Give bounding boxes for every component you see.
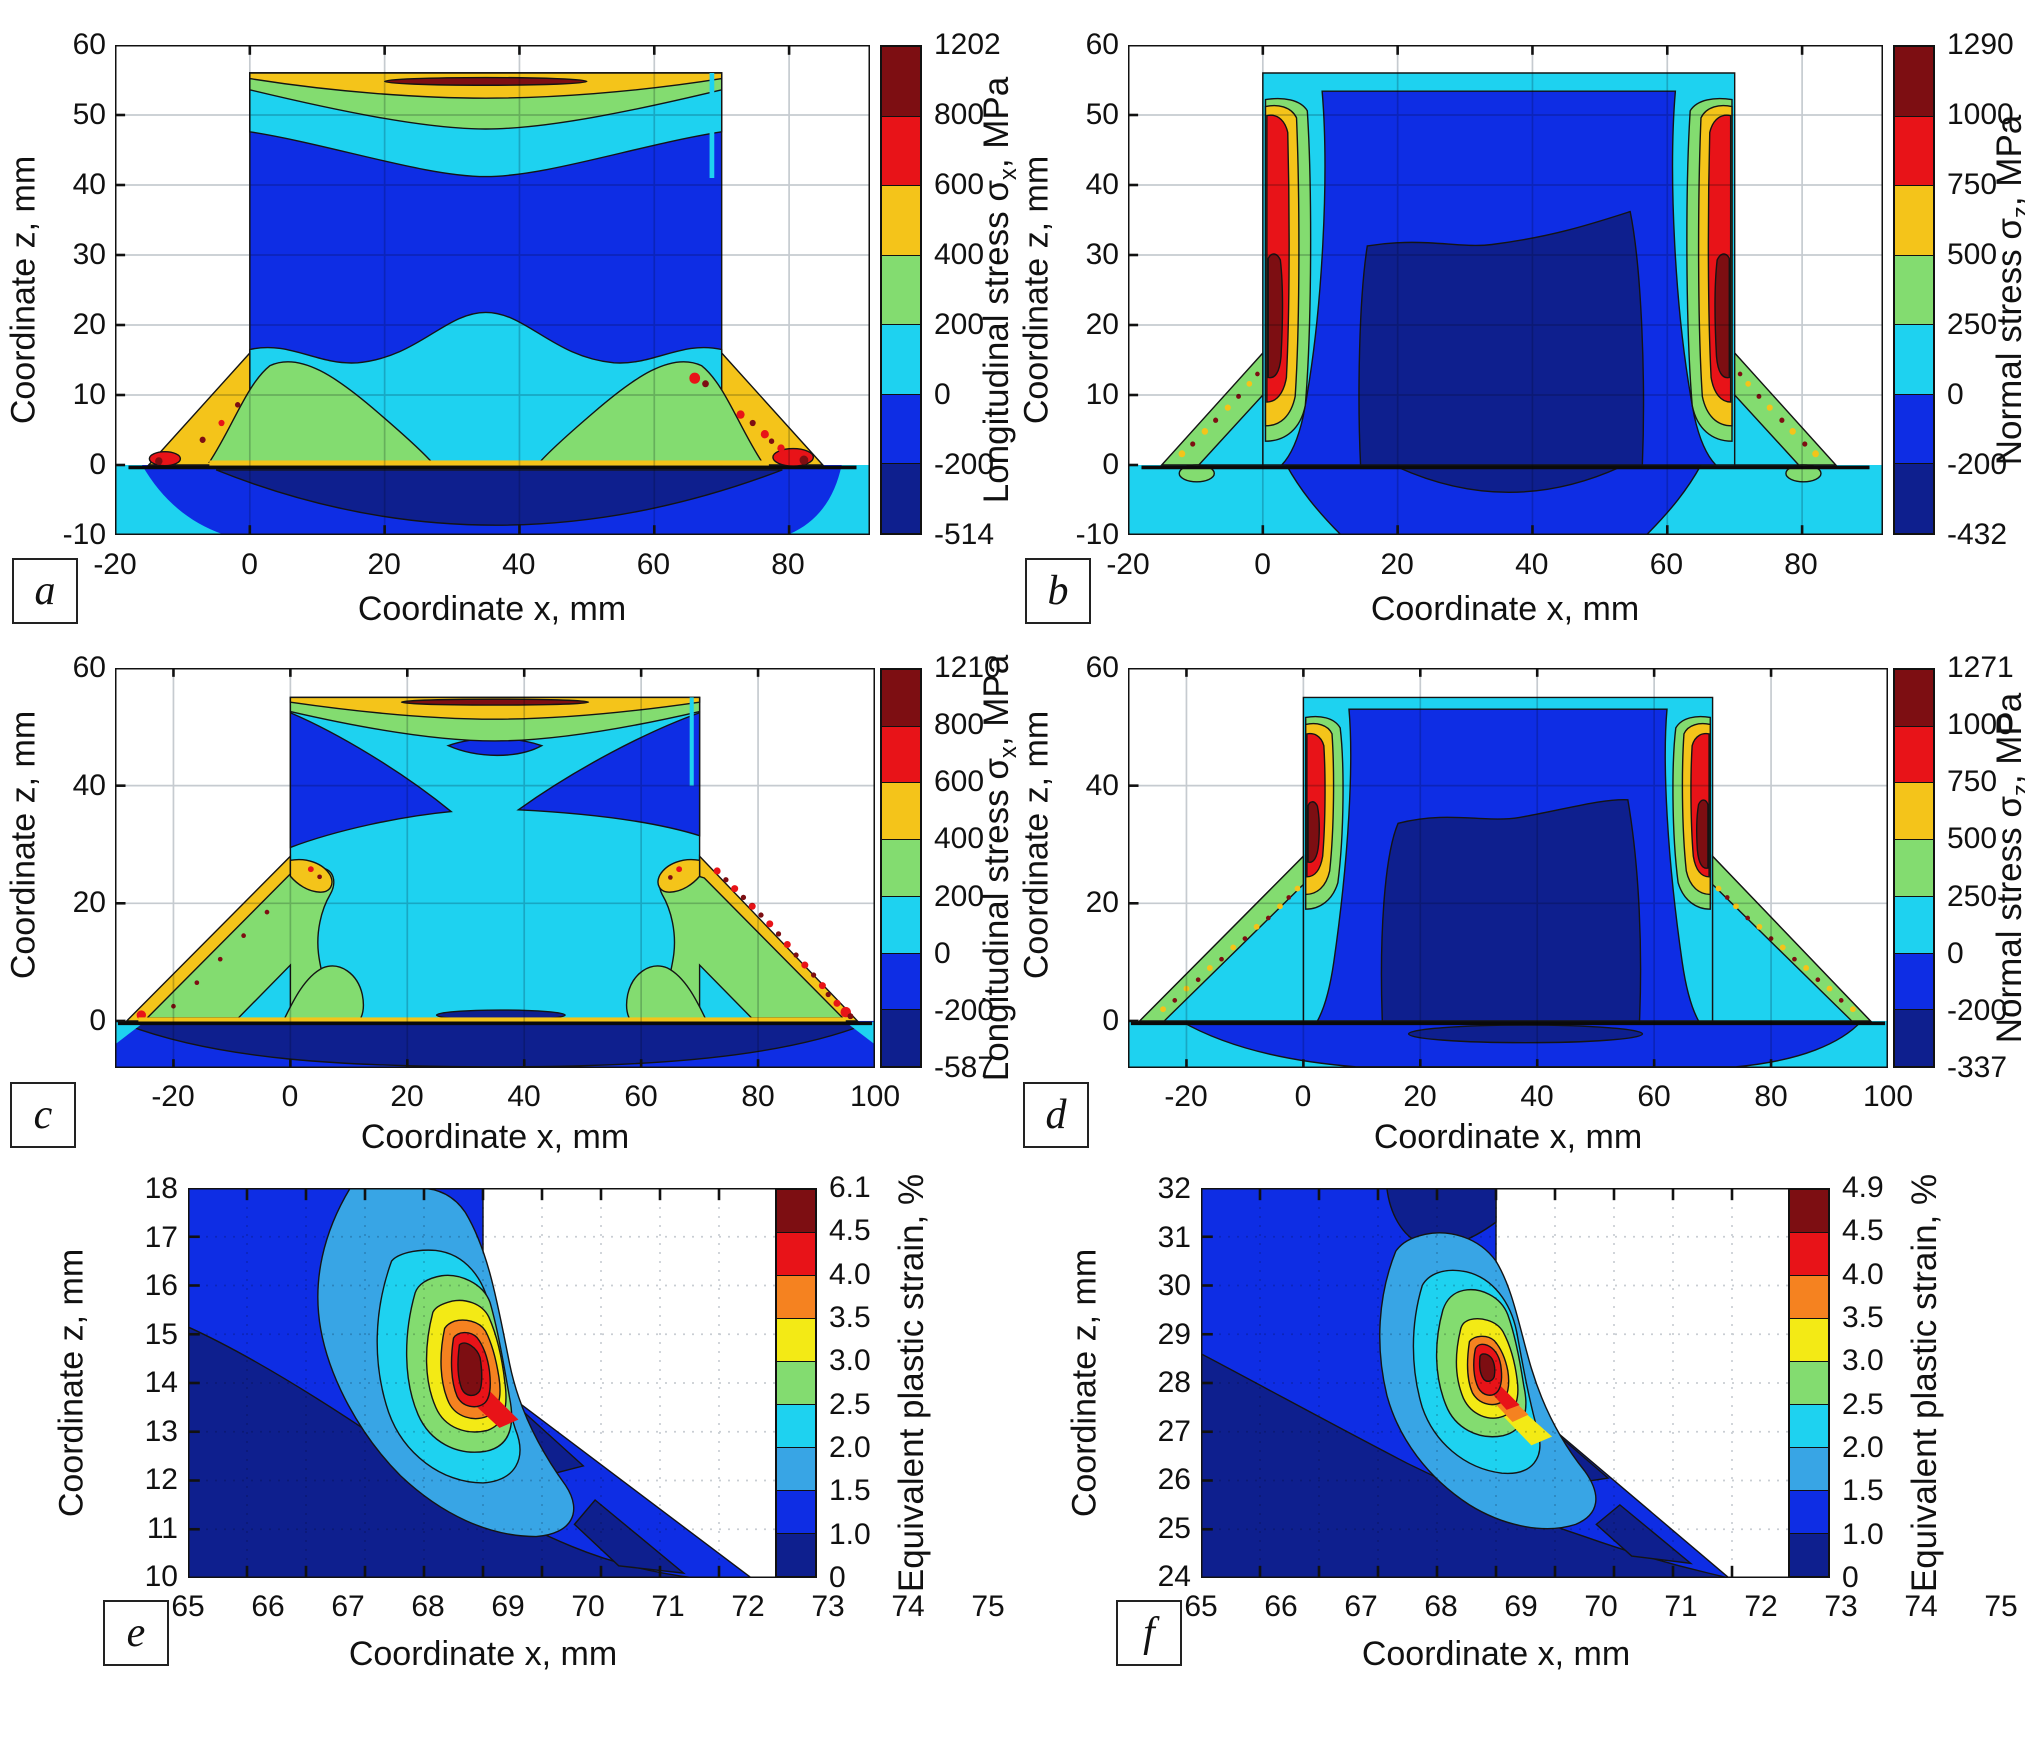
colorbar-c	[880, 668, 922, 1068]
panel-d: Coordinate z, mm 60 40 20 0	[1013, 630, 2025, 1157]
contour-plot-b	[1128, 45, 1883, 535]
x-axis-title: Coordinate x, mm	[1373, 1118, 1643, 1156]
panel-e: Coordinate z, mm 18 17 16 15 14 13 12 11 10	[0, 1150, 1012, 1759]
x-axis-ticks: -20 0 20 40 60 80	[1106, 548, 1818, 581]
axis-ticks	[188, 1188, 719, 1578]
panel-letter-e: e	[103, 1600, 169, 1666]
x-axis-title: Coordinate x, mm	[1361, 1635, 1631, 1673]
x-axis-title: Coordinate x, mm	[348, 1635, 618, 1673]
y-axis-title: Coordinate z, mm	[4, 155, 43, 425]
y-axis-ticks: 60 40 20 0	[72, 651, 106, 1037]
y-axis-ticks: 60 50 40 30 20 10 0 -10	[1075, 28, 1119, 551]
colorbar-labels-c: 1210 800 600 400 200 0 -200 -587	[934, 651, 1001, 1084]
panel-c: Coordinate z, mm 60 40 20 0	[0, 630, 1023, 1157]
y-axis-title: Coordinate z, mm	[52, 1248, 91, 1518]
contour-plot-f	[1201, 1188, 1791, 1578]
y-axis-ticks: 18 17 16 15 14 13 12 11 10	[144, 1172, 178, 1593]
panel-letter-b: b	[1025, 558, 1091, 624]
colorbar-labels-e: 6.1 4.5 4.0 3.5 3.0 2.5 2.0 1.5 1.0 0	[829, 1171, 871, 1594]
y-axis-title: Coordinate z, mm	[1017, 710, 1056, 980]
y-axis-ticks: 60 50 40 30 20 10 0 -10	[62, 28, 106, 551]
colorbar-labels-b: 1290 1000 750 500 250 0 -200 -432	[1947, 28, 2014, 551]
x-axis-ticks: -20 0 20 40 60 80	[93, 548, 805, 581]
panel-b: Coordinate z, mm 60 50 40 30 20 10 0 -10	[1013, 0, 2025, 630]
colorbar-labels-a: 1202 800 600 400 200 0 -200 -514	[934, 28, 1001, 551]
panel-f: Coordinate z, mm 32 31 30 29 28 27 26 25 24	[1013, 1150, 2025, 1759]
panel-letter-c: c	[10, 1082, 76, 1148]
x-axis-ticks: 65 66 67 68 69 70 71 72 73 74 75	[171, 1590, 1005, 1623]
y-axis-title: Coordinate z, mm	[1065, 1248, 1104, 1518]
colorbar-labels-f: 4.9 4.5 4.0 3.5 3.0 2.5 2.0 1.5 1.0 0	[1842, 1171, 1884, 1594]
panel-letter-a: a	[12, 558, 78, 624]
contour-plot-e	[188, 1188, 778, 1578]
x-axis-ticks: -20 0 20 40 60 80 100	[1164, 1080, 1914, 1113]
x-axis-ticks: -20 0 20 40 60 80 100	[151, 1080, 901, 1113]
contour-plot-a	[115, 45, 870, 535]
colorbar-e	[775, 1188, 817, 1578]
y-axis-title: Coordinate z, mm	[1017, 155, 1056, 425]
colorbar-d	[1893, 668, 1935, 1068]
panel-letter-d: d	[1023, 1082, 1089, 1148]
panel-letter-f: f	[1116, 1600, 1182, 1666]
axis-ticks	[1128, 45, 1802, 535]
contour-plot-d	[1128, 668, 1888, 1068]
colorbar-title-f: Equivalent plastic strain, %	[1905, 1173, 1944, 1593]
x-axis-title: Coordinate x, mm	[357, 590, 627, 628]
contour-plot-c	[115, 668, 875, 1068]
colorbar-f	[1788, 1188, 1830, 1578]
panel-a: Coordinate z, mm 60 50 40 30 20 10 0 -10	[0, 0, 1023, 630]
colorbar-labels-d: 1271 1000 750 500 250 0 -200 -337	[1947, 651, 2014, 1084]
axis-ticks	[1201, 1188, 1732, 1578]
x-axis-title: Coordinate x, mm	[360, 1118, 630, 1156]
colorbar-title-e: Equivalent plastic strain, %	[892, 1173, 931, 1593]
y-axis-title: Coordinate z, mm	[4, 710, 43, 980]
colorbar-b	[1893, 45, 1935, 535]
y-axis-ticks: 60 40 20 0	[1085, 651, 1119, 1037]
y-axis-ticks: 32 31 30 29 28 27 26 25 24	[1157, 1172, 1191, 1593]
x-axis-title: Coordinate x, mm	[1370, 590, 1640, 628]
colorbar-title-d: Normal stress σz, MPa	[1990, 692, 2025, 1044]
colorbar-title-b: Normal stress σz, MPa	[1990, 114, 2025, 466]
x-axis-ticks: 65 66 67 68 69 70 71 72 73 74 75	[1184, 1590, 2018, 1623]
colorbar-a	[880, 45, 922, 535]
